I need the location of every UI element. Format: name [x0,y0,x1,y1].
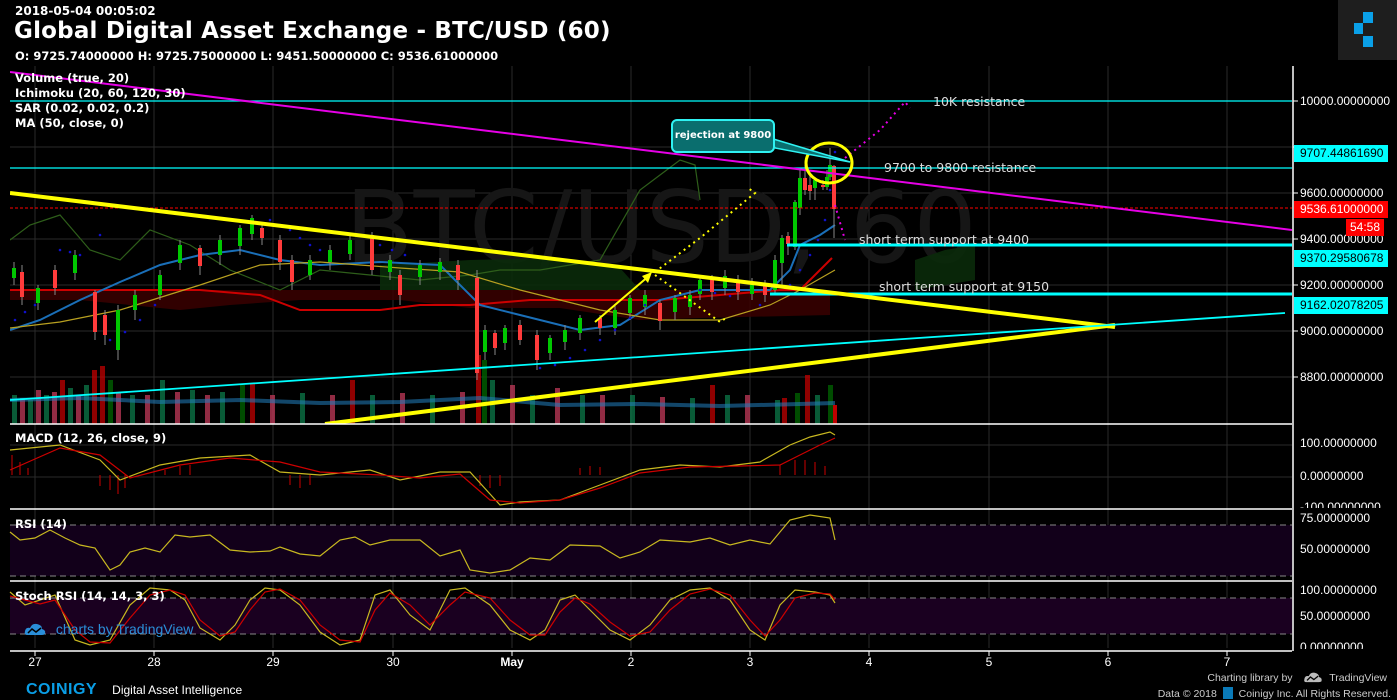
chart-title: Global Digital Asset Exchange - BTC/USD … [14,18,611,44]
coinigy-wordmark: COINIGY [26,681,98,698]
coinigy-small-icon [1222,687,1233,699]
legend-rsi[interactable]: RSI (14) [15,517,67,531]
ohlc-values: O: 9725.74000000 H: 9725.75000000 L: 945… [15,49,499,63]
coinigy-logo-button[interactable] [1338,0,1397,60]
price-tag-9370: 9370.29580678 [1294,250,1389,267]
legend-sar[interactable]: SAR (0.02, 0.02, 0.2) [15,101,150,115]
charting-credit[interactable]: Charting library by TradingView [1207,671,1387,684]
stoch-tick: 50.00000000 [1300,609,1371,623]
tradingview-watermark-link[interactable]: charts by TradingView [24,621,193,637]
tradingview-label: TradingView [1329,672,1387,684]
trendline-descending-magenta [10,71,1292,231]
legend-volume[interactable]: Volume (true, 20) [15,71,130,85]
price-tag-last: 9536.61000000 [1294,201,1389,218]
tradingview-icon [1304,672,1323,683]
annotation-9150-support: short term support at 9150 [879,279,1050,294]
date-tick: 29 [266,655,280,669]
copyright: Data © 2018 Coinigy Inc. All Rights Rese… [1158,687,1391,700]
date-tick: 30 [386,655,400,669]
price-tag-9162: 9162.02078205 [1294,297,1389,314]
coinigy-logo-icon [1354,12,1373,47]
bar-countdown: 54:58 [1346,219,1385,236]
date-tick: 4 [865,655,873,669]
tradingview-watermark-text: charts by TradingView [55,621,194,637]
stoch-tick: 0.00000000 [1300,640,1364,649]
date-tick: 6 [1104,655,1112,669]
coinigy-brand: COINIGY Digital Asset Intelligence [26,679,242,699]
macd-pane [9,431,836,506]
date-tick: 27 [28,655,42,669]
stoch-d-line [9,588,836,644]
rsi-band [10,525,1292,576]
macd-tick: 100.00000000 [1300,436,1377,450]
ichimoku-cloud-bullish [380,258,640,290]
legend-ma[interactable]: MA (50, close, 0) [15,116,124,130]
legend-stoch-rsi[interactable]: Stoch RSI (14, 14, 3, 3) [15,589,165,603]
trendline-triangle-top [10,191,1116,329]
charting-library-label: Charting library by [1207,672,1293,684]
date-tick: 7 [1223,655,1231,669]
rsi-line [9,514,836,574]
date-tick: 28 [147,655,161,669]
date-tick: 2 [627,655,635,669]
callout-rejection: rejection at 9800 [671,119,775,153]
coinigy-tagline: Digital Asset Intelligence [112,683,243,697]
price-tick: 10000.00000000 [1300,94,1391,108]
legend-ichimoku[interactable]: Ichimoku (20, 60, 120, 30) [15,86,186,100]
copyright-text: Coinigy Inc. All Rights Reserved. [1238,688,1391,700]
legend-macd[interactable]: MACD (12, 26, close, 9) [15,431,167,445]
price-tick: 9000.00000000 [1300,324,1384,338]
chart-timestamp: 2018-05-04 00:05:02 [15,4,156,18]
annotation-10k-resistance: 10K resistance [933,94,1026,109]
copyright-year: Data © 2018 [1157,688,1217,700]
date-tick: May [500,655,524,669]
price-tag-9707: 9707.44861690 [1294,145,1389,162]
macd-tick: 0.00000000 [1300,469,1364,483]
rsi-tick: 75.00000000 [1300,511,1371,525]
price-tick: 8800.00000000 [1300,370,1384,384]
stoch-tick: 100.00000000 [1300,583,1377,597]
macd-tick: -100.00000000 [1300,500,1381,508]
annotation-9700-resistance: 9700 to 9800 resistance [884,160,1037,175]
date-tick: 3 [746,655,754,669]
date-tick: 5 [985,655,993,669]
stoch-band [10,598,1292,634]
annotation-9400-support: short term support at 9400 [859,232,1030,247]
trendline-ascending-cyan [10,312,1286,401]
price-tick: 9600.00000000 [1300,186,1384,200]
price-tick: 9200.00000000 [1300,278,1384,292]
rejection-circle [804,141,854,185]
tradingview-cloud-icon [24,623,46,635]
volume-bars [12,355,837,424]
trendline-triangle-bottom [324,323,1116,424]
rsi-tick: 50.00000000 [1300,542,1371,556]
